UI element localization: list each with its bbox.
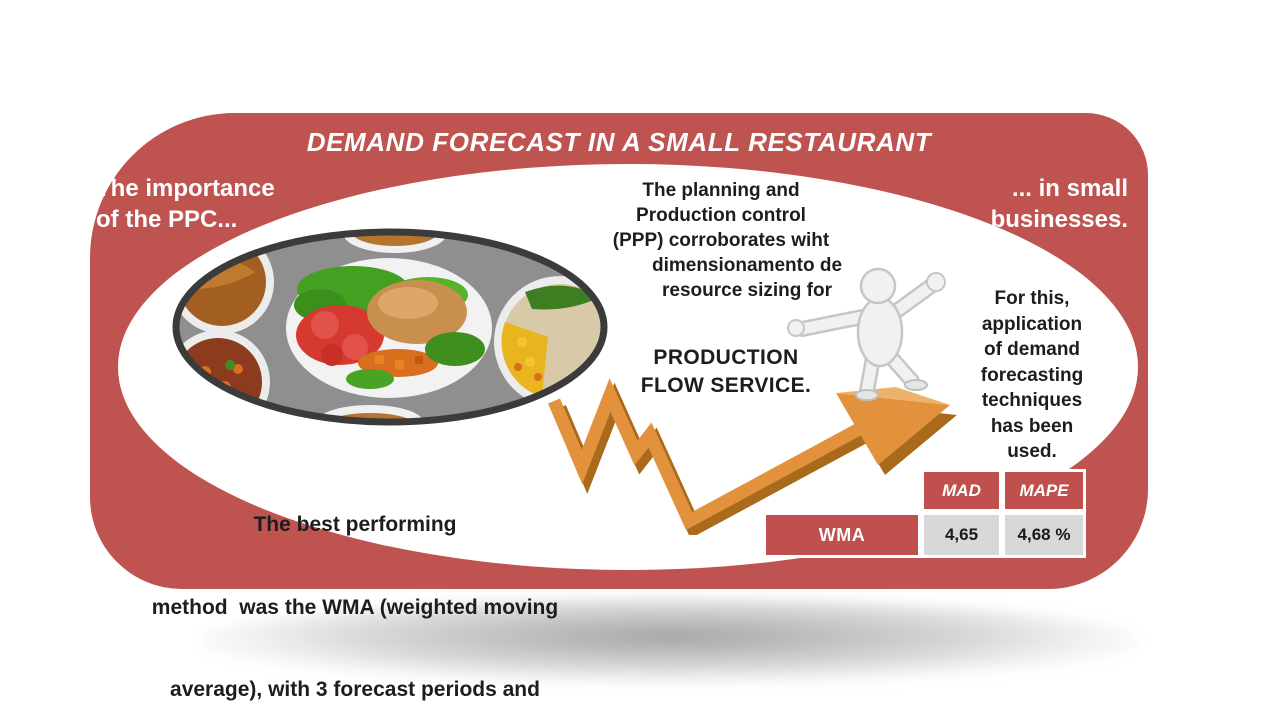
importance-caption-line1: The importance [96, 175, 275, 202]
table-header-mape: MAPE [1002, 469, 1086, 512]
forecasting-line: For this, [994, 288, 1070, 309]
wma-result-line: average), with 3 forecast periods and [170, 678, 540, 701]
importance-caption: The importance of the PPC... [96, 173, 275, 235]
wma-result-paragraph: The best performing method was the WMA (… [92, 456, 618, 720]
error-metrics-table: MAD MAPE WMA 4,65 4,68 % [763, 469, 1086, 558]
wma-result-line: method was the WMA (weighted moving [151, 595, 559, 619]
table-row-method: WMA [763, 512, 921, 558]
small-businesses-line2: businesses. [990, 206, 1128, 233]
ppc-paragraph-line: The planning and [642, 180, 800, 201]
small-businesses-line1: ... in small [1011, 175, 1128, 202]
table-cell-mape-value: 4,68 % [1002, 512, 1086, 558]
ppc-paragraph: The planning and Production control (PPP… [560, 178, 882, 303]
ppc-paragraph-line: resource sizing for [662, 280, 832, 301]
slide-title: DEMAND FORECAST IN A SMALL RESTAURANT [306, 127, 932, 157]
forecasting-line: forecasting [980, 364, 1084, 386]
small-businesses-caption: ... in small businesses. [948, 173, 1128, 235]
forecasting-line: has been [990, 415, 1074, 437]
importance-caption-line2: of the PPC... [96, 206, 238, 233]
table-cell-mad-value: 4,65 [921, 512, 1002, 558]
forecasting-paragraph: For this, application of demand forecast… [946, 286, 1118, 465]
drop-shadow [200, 598, 1140, 684]
production-flow-line: FLOW SERVICE. [640, 374, 812, 397]
forecasting-line: used. [1007, 441, 1057, 462]
wma-result-line: The best performing [253, 513, 457, 536]
zigzag-growth-arrow [548, 267, 957, 535]
table-empty-cell [763, 469, 921, 512]
ppc-paragraph-line: (PPP) corroborates wiht [612, 230, 830, 251]
food-dishes-photo [172, 228, 608, 426]
person-figure [787, 267, 946, 401]
production-flow-caption: PRODUCTION FLOW SERVICE. [586, 344, 866, 400]
production-flow-line: PRODUCTION [653, 346, 799, 369]
table-header-mad: MAD [921, 469, 1002, 512]
ppc-paragraph-line: Production control [636, 205, 806, 226]
arrow-shape [548, 378, 957, 535]
forecasting-line: of demand [983, 339, 1081, 360]
ppc-paragraph-line: dimensionamento de [651, 255, 843, 276]
forecasting-line: application [981, 313, 1083, 335]
forecasting-line: techniques [981, 390, 1083, 411]
